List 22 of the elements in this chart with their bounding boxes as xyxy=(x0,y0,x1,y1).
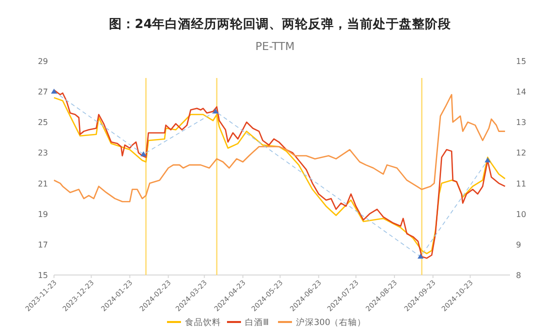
y-tick-label: 21 xyxy=(38,179,48,188)
chart-subtitle: PE-TTM xyxy=(255,40,295,53)
line-series xyxy=(53,94,506,202)
y-tick-label: 25 xyxy=(38,118,48,128)
y2-tick-label: 15 xyxy=(516,57,526,66)
y2-tick-label: 10 xyxy=(516,210,526,219)
y-tick-label: 23 xyxy=(38,148,48,158)
y2-tick-label: 14 xyxy=(516,88,526,97)
legend-label: 沪深300（右轴） xyxy=(296,317,366,328)
y2-tick-label: 13 xyxy=(516,118,526,128)
legend-label: 白酒Ⅲ xyxy=(245,317,269,328)
legend-label: 食品饮料 xyxy=(185,317,221,328)
y2-tick-label: 12 xyxy=(516,148,526,158)
y-tick-label: 29 xyxy=(38,57,48,66)
y2-tick-label: 11 xyxy=(516,179,526,188)
y2-tick-label: 8 xyxy=(516,271,522,280)
y-tick-label: 27 xyxy=(38,88,48,97)
y2-tick-label: 9 xyxy=(516,240,522,250)
y-tick-label: 19 xyxy=(38,210,48,219)
chart-title: 图：24年白酒经历两轮回调、两轮反弹，当前处于盘整阶段 xyxy=(108,16,452,31)
y-tick-label: 17 xyxy=(38,240,48,250)
y-tick-label: 15 xyxy=(38,271,48,280)
